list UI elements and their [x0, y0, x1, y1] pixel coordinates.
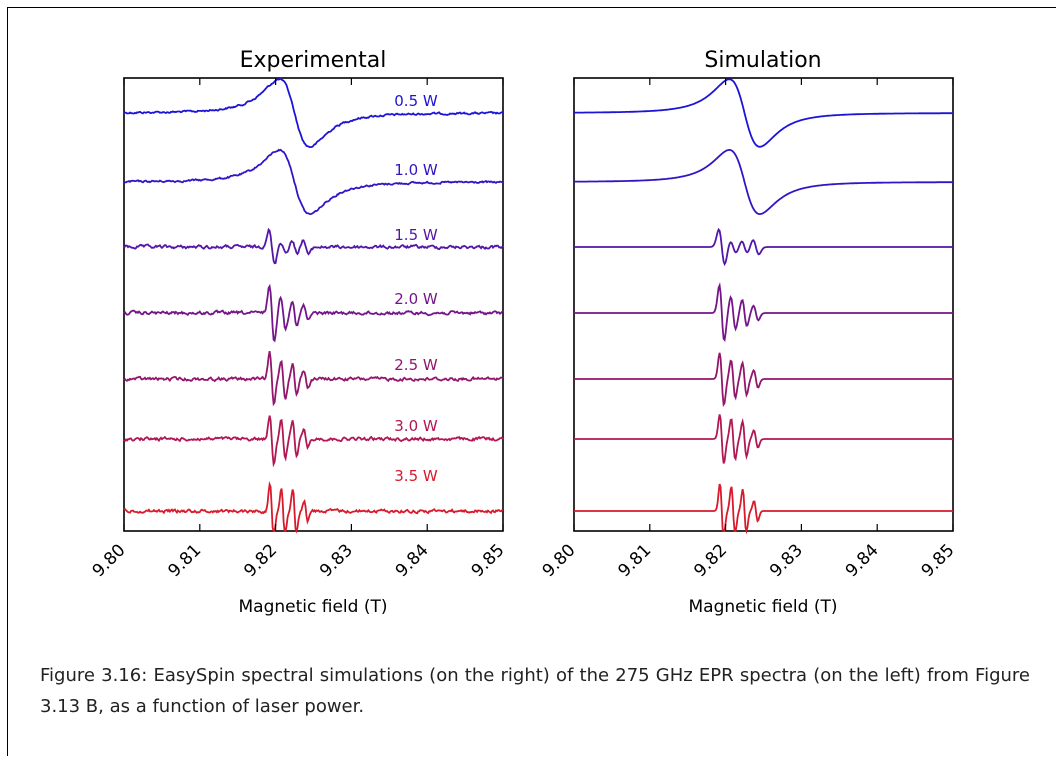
figure-plots: Experimental 0.5 W 1.0 W 1.5 W 2.0 W 2.5 W 3.…	[89, 48, 959, 617]
series-line	[123, 148, 504, 216]
x-ticks: 9.80 9.81 9.82 9.83 9.84 9.85	[89, 78, 509, 581]
x-tick-label: 9.83	[316, 540, 357, 581]
series-line	[123, 77, 504, 149]
x-tick-label: 9.85	[468, 540, 509, 581]
series-label: 3.0 W	[394, 417, 438, 435]
x-ticks: 9.80 9.81 9.82 9.83 9.84 9.85	[539, 78, 959, 581]
panel-title: Simulation	[704, 48, 821, 73]
series-group	[574, 78, 953, 535]
x-tick-label: 9.81	[164, 540, 205, 581]
simulation-panel: Simulation 9.80 9.81 9.82 9.83 9.84 9.85 Magn…	[539, 48, 959, 617]
x-tick-label: 9.82	[690, 540, 731, 581]
x-axis-label: Magnetic field (T)	[239, 597, 388, 617]
x-tick-label: 9.84	[842, 540, 883, 581]
series-group: 0.5 W 1.0 W 1.5 W 2.0 W 2.5 W 3.0 W 3.5 W	[123, 77, 504, 534]
series-label: 1.5 W	[394, 226, 438, 244]
series-label: 0.5 W	[394, 92, 438, 110]
series-line	[123, 227, 504, 265]
x-axis-label: Magnetic field (T)	[689, 597, 838, 617]
figure-frame	[7, 7, 1056, 756]
series-line	[574, 483, 953, 535]
series-line	[574, 414, 953, 464]
series-line	[574, 282, 953, 343]
x-tick-label: 9.84	[392, 540, 433, 581]
series-label: 3.5 W	[394, 467, 438, 485]
series-label: 2.0 W	[394, 290, 438, 308]
figure-caption: Figure 3.16: EasySpin spectral simulatio…	[40, 665, 1030, 717]
x-tick-label: 9.80	[89, 540, 130, 581]
x-tick-label: 9.83	[766, 540, 807, 581]
series-line	[123, 350, 504, 407]
series-line	[574, 352, 953, 407]
x-tick-label: 9.85	[918, 540, 959, 581]
plot-area	[123, 77, 504, 532]
x-tick-label: 9.81	[614, 540, 655, 581]
series-line	[123, 283, 504, 343]
x-tick-label: 9.80	[539, 540, 580, 581]
series-line	[574, 148, 953, 216]
plot-area	[573, 77, 954, 532]
x-tick-label: 9.82	[240, 540, 281, 581]
series-line	[123, 415, 504, 468]
series-label: 1.0 W	[394, 161, 438, 179]
series-line	[574, 78, 953, 148]
series-line	[123, 480, 503, 534]
series-line	[574, 227, 953, 267]
panel-title: Experimental	[240, 48, 387, 73]
experimental-panel: Experimental 0.5 W 1.0 W 1.5 W 2.0 W 2.5 W 3.…	[89, 48, 509, 617]
series-label: 2.5 W	[394, 356, 438, 374]
